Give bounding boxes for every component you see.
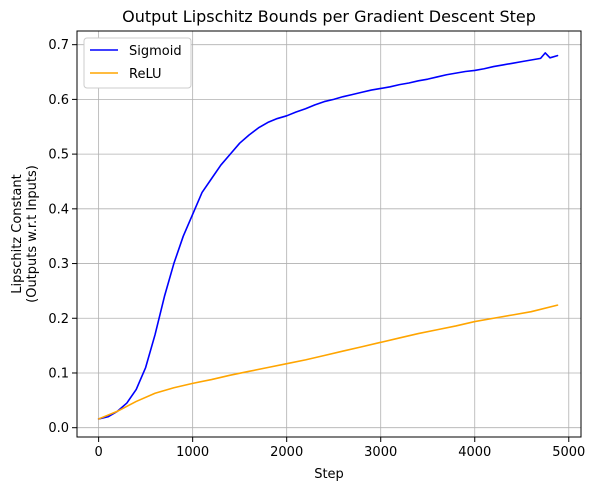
series-line-sigmoid — [97, 52, 559, 420]
x-tick-label: 5000 — [552, 445, 585, 460]
series-line-relu — [97, 304, 559, 420]
legend-label-relu: ReLU — [129, 67, 162, 82]
plot-frame — [76, 30, 582, 438]
grid-lines — [77, 31, 581, 437]
y-tick-label: 0.6 — [48, 93, 69, 108]
y-tick-label: 0.2 — [48, 312, 69, 327]
x-tick-label: 3000 — [364, 445, 397, 460]
y-tick-label: 0.7 — [48, 38, 69, 53]
x-axis-title: Step — [314, 467, 344, 482]
y-axis-title-line2: (Outputs w.r.t Inputs) — [25, 165, 40, 303]
y-tick-label: 0.3 — [48, 257, 69, 272]
y-axis-ticks: 0.0 0.1 0.2 0.3 0.4 0.5 0.6 0.7 — [48, 38, 77, 436]
x-tick-label: 1000 — [176, 445, 209, 460]
y-axis-title-line1: Lipschitz Constant — [10, 174, 25, 293]
x-tick-label: 2000 — [270, 445, 303, 460]
y-tick-label: 0.5 — [48, 148, 69, 163]
x-tick-label: 0 — [94, 445, 102, 460]
y-tick-label: 0.0 — [48, 421, 69, 436]
legend-label-sigmoid: Sigmoid — [129, 44, 182, 59]
x-tick-label: 4000 — [458, 445, 491, 460]
legend: Sigmoid ReLU — [83, 37, 192, 89]
x-axis-ticks: 0 1000 2000 3000 4000 5000 — [94, 437, 585, 460]
y-tick-label: 0.1 — [48, 366, 69, 381]
chart-title: Output Lipschitz Bounds per Gradient Des… — [122, 7, 536, 26]
series-layer — [97, 52, 559, 420]
y-tick-label: 0.4 — [48, 202, 69, 217]
